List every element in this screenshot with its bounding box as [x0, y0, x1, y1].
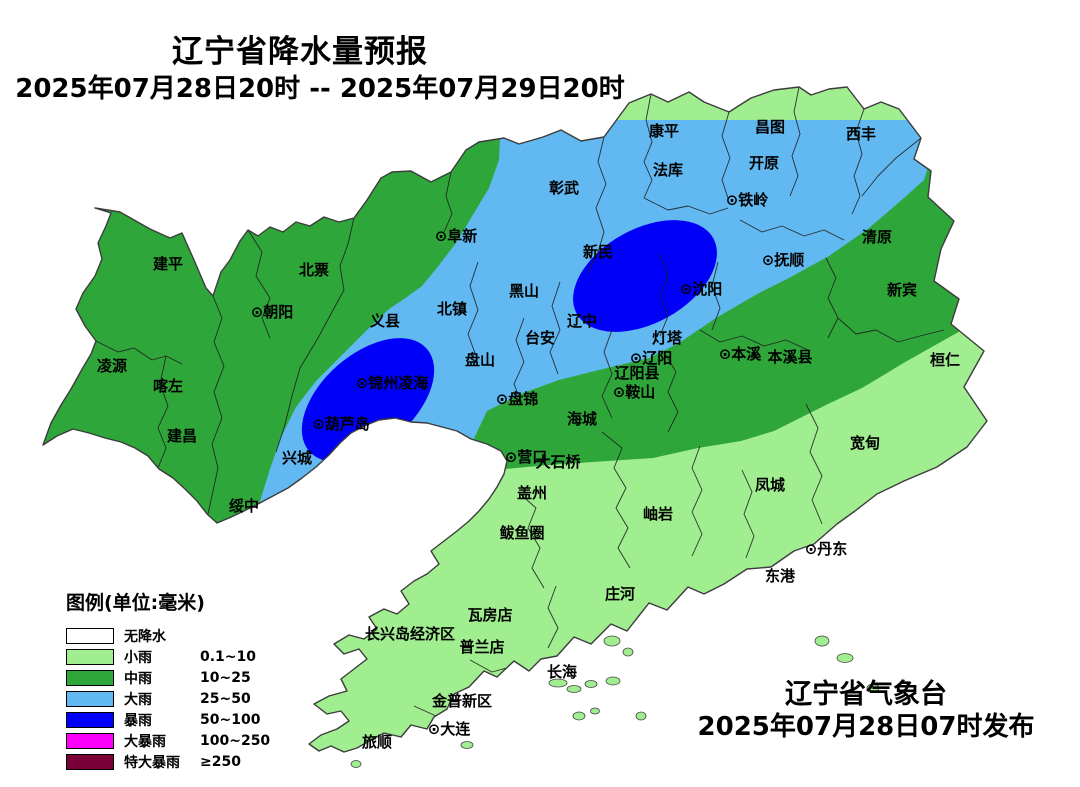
issuing-agency: 辽宁省气象台: [785, 679, 947, 710]
city-label: 盘山: [465, 351, 495, 369]
legend-rows: 无降水小雨 0.1~10 中雨 10~25 大雨 25~50 暴雨 50~100 大暴雨 100~…: [66, 625, 306, 772]
city-label: 庄河: [605, 585, 635, 603]
city-label-with-marker: ⊙辽阳: [630, 349, 673, 367]
map-legend: 图例(单位:毫米) 无降水小雨 0.1~10 中雨 10~25 大雨 25~50 暴雨 50~…: [66, 588, 306, 772]
city-label: 建昌: [167, 427, 197, 445]
legend-label: 特大暴雨: [124, 754, 180, 771]
region-moderate-rain-east: [450, 130, 987, 469]
legend-label: 无降水: [124, 628, 166, 645]
forecast-period: 2025年07月28日20时 -- 2025年07月29日20时: [15, 74, 625, 104]
legend-label: 小雨: [124, 649, 152, 666]
legend-color-swatch: [66, 711, 114, 728]
legend-color-swatch: [66, 648, 114, 665]
city-label: 大石桥: [535, 453, 581, 471]
legend-item: 大暴雨 100~250: [66, 730, 306, 751]
city-label: 新民: [583, 243, 613, 261]
city-label-with-marker: ⊙沈阳: [680, 280, 723, 298]
city-label: 鲅鱼圈: [499, 524, 544, 542]
city-label-with-marker: ⊙锦州凌海: [356, 374, 429, 392]
city-label: 东港: [765, 567, 796, 585]
legend-range: 0.1~10: [200, 648, 257, 665]
city-label-with-marker: ⊙抚顺: [762, 251, 805, 269]
legend-range: 10~25: [200, 669, 251, 686]
legend-label: 大雨: [124, 691, 152, 708]
city-label-with-marker: ⊙铁岭: [726, 191, 769, 209]
legend-item: 暴雨 50~100: [66, 709, 306, 730]
legend-color-swatch: [66, 669, 114, 686]
legend-label: 中雨: [124, 670, 152, 687]
city-label: 义县: [370, 312, 400, 330]
city-label-with-marker: ⊙阜新: [435, 227, 478, 245]
city-label-with-marker: ⊙丹东: [805, 540, 848, 558]
city-label-with-marker: ⊙营口: [505, 448, 548, 466]
city-label-with-marker: ⊙盘锦: [496, 390, 539, 408]
issue-time: 2025年07月28日07时发布: [697, 712, 1035, 742]
legend-title: 图例(单位:毫米): [66, 592, 205, 614]
city-label: 北票: [299, 261, 329, 279]
legend-item: 中雨 10~25: [66, 667, 306, 688]
city-label: 凤城: [755, 476, 785, 494]
city-label-with-marker: ⊙鞍山: [613, 383, 656, 401]
city-label: 黑山: [509, 282, 539, 300]
city-label: 旅顺: [362, 733, 392, 751]
city-label: 彰武: [549, 179, 579, 197]
city-label: 瓦房店: [467, 606, 512, 624]
page-title: 辽宁省降水量预报: [172, 34, 428, 70]
legend-item: 大雨 25~50: [66, 688, 306, 709]
city-label: 辽阳县: [614, 364, 659, 382]
legend-color-swatch: [66, 753, 114, 770]
city-label-with-marker: ⊙大连: [428, 720, 472, 738]
legend-label: 大暴雨: [124, 733, 166, 750]
legend-range: 50~100: [200, 711, 261, 728]
city-label: 康平: [649, 122, 679, 140]
islands: [350, 635, 880, 768]
legend-item: 无降水: [66, 625, 306, 646]
city-label: 长兴岛经济区: [365, 625, 455, 643]
legend-range: 25~50: [200, 690, 251, 707]
city-label: 台安: [525, 329, 555, 347]
city-label: 清原: [862, 228, 892, 246]
city-label: 盖州: [517, 484, 547, 502]
legend-item: 小雨 0.1~10: [66, 646, 306, 667]
city-label: 绥中: [229, 497, 259, 515]
county-boundaries: [95, 87, 945, 719]
city-label: 昌图: [755, 118, 785, 136]
legend-color-swatch: [66, 627, 114, 644]
legend-range: ≥250: [200, 753, 241, 770]
province-outline: [42, 86, 988, 753]
city-label: 凌源: [97, 357, 127, 375]
city-label-with-marker: ⊙朝阳: [251, 303, 294, 321]
city-label: 兴城: [282, 449, 312, 467]
city-label: 新宾: [887, 281, 917, 299]
legend-item: 特大暴雨 ≥250: [66, 751, 306, 772]
city-label: 宽甸: [849, 434, 880, 452]
city-label: 建平: [153, 255, 183, 273]
legend-color-swatch: [66, 732, 114, 749]
city-label: 长海: [547, 663, 577, 681]
city-label: 开原: [749, 154, 779, 172]
city-label: 灯塔: [652, 329, 683, 347]
city-label: 本溪县: [767, 348, 812, 366]
legend-range: 100~250: [200, 732, 271, 749]
city-label: 法库: [653, 161, 683, 179]
city-label: 岫岩: [643, 505, 673, 523]
legend-color-swatch: [66, 690, 114, 707]
city-label-with-marker: ⊙葫芦岛: [312, 415, 370, 433]
city-label-with-marker: ⊙本溪: [719, 345, 763, 363]
city-label: 西丰: [846, 125, 876, 143]
city-label: 辽中: [567, 312, 597, 330]
city-label: 金普新区: [431, 692, 492, 710]
city-label: 北镇: [437, 300, 467, 318]
city-label: 桓仁: [930, 351, 960, 369]
city-label: 喀左: [153, 377, 183, 395]
city-label: 普兰店: [459, 638, 504, 656]
legend-label: 暴雨: [124, 712, 152, 729]
city-label: 海城: [567, 410, 597, 428]
